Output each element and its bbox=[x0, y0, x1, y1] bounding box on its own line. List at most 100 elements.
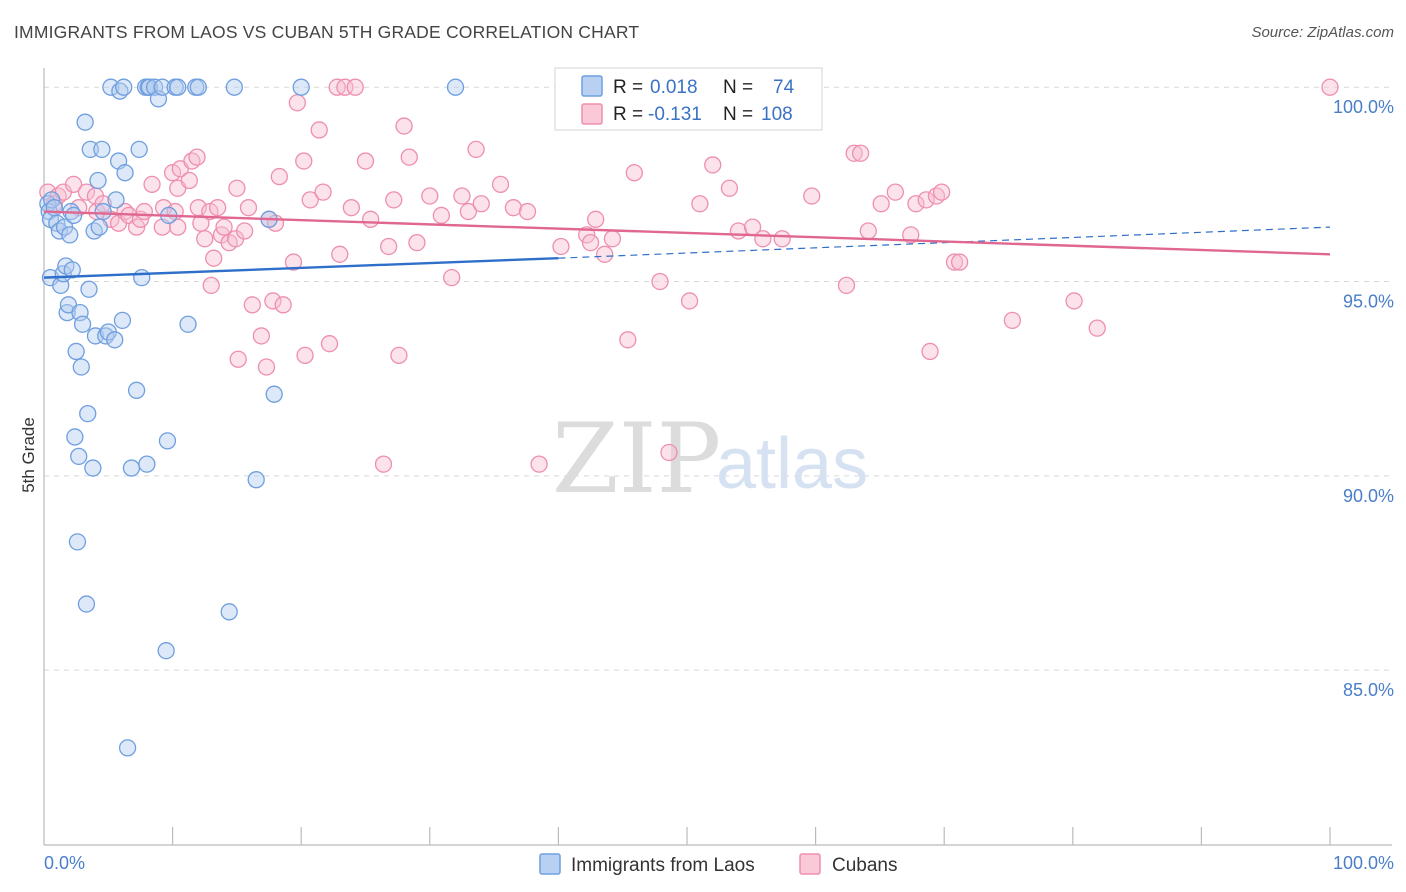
laos-point bbox=[140, 78, 159, 96]
cubans-point bbox=[596, 245, 614, 263]
cubans-point bbox=[530, 455, 548, 473]
legend-cubans-label: Cubans bbox=[832, 855, 898, 876]
laos-point bbox=[102, 78, 120, 96]
laos-point bbox=[265, 385, 283, 403]
laos-point bbox=[70, 447, 88, 466]
cubans-point bbox=[264, 292, 282, 310]
cubans-point bbox=[917, 191, 935, 209]
laos-point bbox=[72, 358, 90, 376]
cubans-point bbox=[467, 140, 485, 159]
axes bbox=[43, 68, 1392, 846]
source-label: Source: ZipAtlas.com bbox=[1251, 24, 1394, 41]
cubans-point bbox=[270, 167, 288, 186]
laos-point bbox=[116, 164, 134, 182]
laos-point bbox=[61, 226, 79, 244]
laos-point bbox=[77, 595, 96, 613]
cubans-point bbox=[691, 195, 709, 213]
cubans-point bbox=[872, 195, 890, 213]
stats-pink-r-value: -0.131 bbox=[648, 104, 702, 125]
laos-point bbox=[64, 206, 83, 225]
trend-lines bbox=[43, 210, 1331, 279]
y-tick-label: 95.0% bbox=[1343, 292, 1394, 312]
cubans-point bbox=[310, 121, 328, 139]
cubans-point bbox=[680, 292, 699, 310]
laos-point bbox=[118, 739, 137, 757]
laos-point bbox=[247, 471, 265, 489]
cubans-point bbox=[346, 78, 364, 96]
cubans-point bbox=[77, 183, 96, 201]
cubans-point bbox=[408, 233, 426, 252]
cubans-point bbox=[320, 335, 339, 353]
cubans-point bbox=[284, 253, 303, 271]
cubans-point bbox=[851, 144, 870, 162]
stats-blue-r-label: R = bbox=[613, 77, 643, 98]
laos-point bbox=[130, 140, 148, 159]
cubans-point bbox=[196, 230, 214, 248]
laos-point bbox=[106, 331, 124, 349]
cubans-point bbox=[239, 199, 258, 217]
cubans-point bbox=[453, 187, 471, 205]
cubans-point bbox=[651, 272, 669, 291]
cubans-point bbox=[342, 199, 361, 217]
cubans-point bbox=[295, 152, 313, 170]
cubans-point bbox=[773, 230, 791, 248]
grid-lines bbox=[44, 86, 1392, 671]
cubans-point bbox=[374, 455, 393, 473]
stats-blue-r-value: 0.018 bbox=[650, 77, 698, 98]
y-tick-label: 90.0% bbox=[1343, 486, 1394, 506]
cubans-point bbox=[208, 199, 227, 217]
cubans-point bbox=[932, 183, 951, 201]
stats-box: R = 0.018 N = 74 R = -0.131 N = 108 bbox=[554, 67, 823, 131]
cubans-point bbox=[188, 148, 206, 166]
legend-cubans-swatch bbox=[799, 853, 821, 875]
cubans-point bbox=[180, 171, 198, 190]
cubans-point bbox=[274, 296, 292, 314]
cubans-point bbox=[361, 210, 380, 228]
cubans-point bbox=[296, 346, 314, 364]
x-tick-label: 100.0% bbox=[1333, 853, 1394, 873]
cubans-point bbox=[143, 175, 161, 194]
cubans-point bbox=[902, 226, 920, 244]
cubans-point bbox=[127, 218, 146, 236]
cubans-point bbox=[356, 152, 375, 170]
laos-point bbox=[122, 459, 141, 477]
cubans-point bbox=[660, 443, 678, 462]
legend: Immigrants from Laos Cubans bbox=[539, 853, 898, 876]
laos-point bbox=[189, 78, 207, 96]
cubans-point bbox=[257, 358, 276, 376]
laos-point bbox=[84, 459, 102, 477]
cubans-point bbox=[235, 222, 254, 240]
cubans-point bbox=[443, 268, 461, 287]
cubans-point bbox=[432, 206, 451, 225]
stats-blue-swatch bbox=[581, 75, 603, 97]
stats-blue-n-value: 74 bbox=[773, 77, 795, 98]
cubans-point bbox=[472, 195, 490, 213]
cubans-point bbox=[379, 237, 398, 256]
cubans-point bbox=[228, 179, 246, 197]
cubans-point bbox=[395, 117, 413, 135]
cubans-point bbox=[169, 218, 187, 236]
laos-point bbox=[90, 218, 108, 236]
laos-point bbox=[94, 202, 112, 221]
laos-point bbox=[67, 342, 85, 361]
cubans-point bbox=[504, 199, 523, 217]
laos-point bbox=[89, 171, 107, 190]
cubans-point bbox=[331, 245, 349, 263]
laos-point bbox=[66, 428, 84, 446]
y-tick-labels: 100.0% 95.0% 90.0% 85.0% bbox=[1333, 97, 1394, 700]
laos-points bbox=[39, 78, 465, 757]
cubans-point bbox=[845, 144, 863, 162]
legend-laos-swatch bbox=[539, 853, 561, 875]
watermark-atlas: atlas bbox=[716, 424, 868, 504]
laos-point bbox=[63, 261, 81, 279]
laos-point bbox=[76, 113, 94, 131]
cubans-point bbox=[581, 233, 600, 252]
y-axis-label: 5th Grade bbox=[19, 417, 38, 493]
cubans-point bbox=[229, 350, 247, 368]
laos-point bbox=[115, 78, 133, 96]
laos-point bbox=[220, 603, 238, 621]
cubans-point bbox=[215, 218, 233, 236]
laos-point bbox=[73, 315, 92, 333]
cubans-point bbox=[729, 222, 748, 240]
